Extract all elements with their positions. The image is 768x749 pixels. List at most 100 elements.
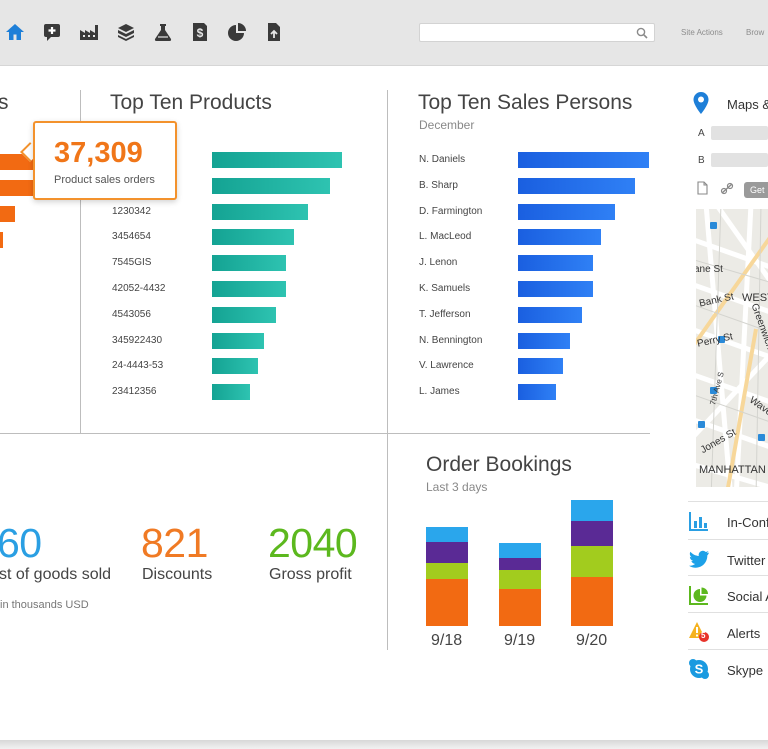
home-icon[interactable]	[5, 22, 25, 42]
maps-title: Maps &	[727, 97, 768, 112]
sidebar-item-label: Twitter	[727, 553, 766, 568]
ranking-bar[interactable]	[212, 152, 342, 168]
row-label: 23412356	[112, 386, 157, 398]
ranking-bar[interactable]	[518, 203, 615, 220]
product-sales-callout: 37,309 Product sales orders	[33, 121, 177, 200]
ranking-bar[interactable]	[212, 306, 276, 323]
stacked-segment[interactable]	[499, 543, 541, 558]
ranking-bar[interactable]	[518, 358, 563, 375]
ranking-bar[interactable]	[212, 358, 258, 375]
sidebar-item-label: Alerts	[727, 626, 761, 641]
row-label: K. Samuels	[419, 283, 471, 294]
stacked-segment[interactable]	[426, 579, 468, 626]
site-actions-link[interactable]: Site Actions	[681, 28, 723, 37]
ranking-bar[interactable]	[518, 229, 601, 246]
ranking-bar[interactable]	[518, 332, 571, 349]
search-box[interactable]	[419, 23, 655, 43]
box-icon[interactable]	[116, 22, 136, 42]
ranking-bar[interactable]	[212, 255, 287, 272]
flask-icon[interactable]	[153, 22, 173, 42]
stacked-segment[interactable]	[426, 563, 468, 579]
stacked-segment[interactable]	[499, 589, 541, 626]
sidebar-item-label: Social A	[727, 589, 768, 604]
svg-text:$: $	[197, 26, 204, 40]
row-label: B. Sharp	[419, 179, 458, 191]
row-label: 42052-4432	[112, 283, 166, 294]
ranking-bar[interactable]	[518, 384, 556, 401]
sidebar-item-twitter[interactable]: Twitter	[688, 539, 768, 575]
stacked-segment[interactable]	[499, 570, 541, 589]
factory-icon[interactable]	[79, 22, 99, 42]
twitter-icon	[689, 550, 709, 568]
ranking-bar[interactable]	[212, 203, 309, 220]
sidebar-item-social-analytics[interactable]: Social A	[688, 575, 768, 611]
stacked-segment[interactable]	[571, 546, 613, 577]
document-icon[interactable]	[697, 181, 708, 195]
dollar-doc-icon[interactable]: $	[190, 22, 210, 42]
stacked-segment[interactable]	[571, 521, 613, 546]
orange-bar	[0, 180, 38, 196]
social-analytics-icon	[689, 586, 708, 605]
column-label: 9/18	[431, 632, 463, 649]
add-comment-icon[interactable]	[42, 22, 62, 42]
kpi-note: in thousands USD	[0, 599, 89, 611]
link-icon[interactable]	[720, 182, 734, 195]
stacked-segment[interactable]	[426, 527, 468, 542]
map-label: MANHATTAN	[699, 464, 766, 476]
column-label: 9/20	[576, 632, 608, 649]
cost-of-goods-label: st of goods sold	[0, 566, 112, 583]
field-b-input[interactable]	[711, 153, 768, 167]
ranking-bar[interactable]	[212, 384, 250, 401]
ranking-bar[interactable]	[212, 332, 264, 349]
discounts-value: 821	[141, 520, 208, 566]
map-label: WEST	[742, 292, 768, 304]
field-b-label: B	[698, 155, 705, 166]
sidebar-item-alerts[interactable]: 5 Alerts	[688, 612, 768, 648]
ranking-bar[interactable]	[518, 177, 635, 194]
bar-chart-icon	[689, 512, 708, 531]
sidebar-item-label: Skype	[727, 663, 764, 678]
column-label: 9/19	[504, 632, 536, 649]
stacked-segment[interactable]	[426, 542, 468, 563]
stacked-segment[interactable]	[571, 577, 613, 626]
alert-icon	[689, 622, 709, 642]
search-input[interactable]	[426, 26, 631, 43]
row-label: V. Lawrence	[419, 360, 474, 372]
order-bookings-title: Order Bookings	[426, 453, 572, 476]
window-bottom-edge	[0, 740, 768, 749]
ranking-bar[interactable]	[518, 281, 593, 297]
street-map[interactable]: ane St WEST Bank St Greenwich Perry St 7…	[696, 209, 768, 487]
order-bookings-subtitle: Last 3 days	[426, 480, 488, 494]
row-label: L. James	[419, 386, 460, 398]
field-a-input[interactable]	[711, 126, 768, 140]
stacked-segment[interactable]	[499, 558, 541, 570]
row-label: L. MacLeod	[419, 231, 472, 243]
ranking-bar[interactable]	[518, 255, 593, 272]
ranking-bar[interactable]	[212, 177, 331, 194]
ranking-bar[interactable]	[518, 152, 649, 168]
row-label: N. Bennington	[419, 334, 483, 346]
search-icon[interactable]	[636, 27, 648, 39]
browse-link[interactable]: Brow	[746, 28, 765, 37]
cost-of-goods-value: 60	[0, 520, 42, 566]
get-directions-button[interactable]: Get	[744, 182, 768, 198]
stacked-segment[interactable]	[571, 500, 613, 521]
ranking-bar[interactable]	[212, 281, 287, 297]
gross-profit-label: Gross profit	[269, 566, 352, 583]
sidebar-item-in-conf[interactable]: In-Conf	[688, 501, 768, 537]
sidebar-item-skype[interactable]: S Skype	[688, 649, 768, 685]
pie-chart-icon[interactable]	[227, 22, 247, 42]
upload-doc-icon[interactable]	[264, 22, 284, 42]
sidebar-item-label: In-Conf	[727, 515, 768, 530]
divider	[0, 433, 650, 434]
top-sales-subtitle: December	[419, 118, 475, 132]
orange-bar	[0, 232, 3, 248]
row-label: 345922430	[112, 334, 163, 346]
top-sales-title: Top Ten Sales Persons	[418, 91, 633, 114]
divider	[387, 90, 388, 650]
ranking-bar[interactable]	[212, 229, 294, 246]
left-panel-title: s	[0, 91, 9, 114]
map-pin-icon	[693, 92, 709, 114]
row-label: 1230342	[112, 205, 151, 217]
ranking-bar[interactable]	[518, 306, 583, 323]
